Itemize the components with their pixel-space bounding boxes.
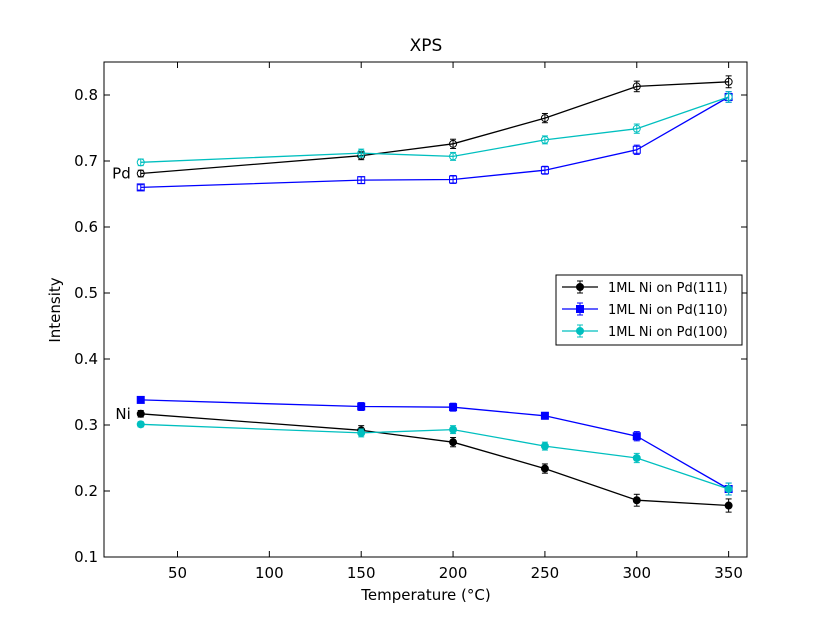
data-point: [136, 169, 145, 178]
plot-area: [136, 75, 733, 513]
data-point: [136, 420, 145, 429]
x-tick-label: 300: [622, 564, 651, 582]
y-tick-label: 0.7: [74, 152, 98, 170]
data-point: [632, 496, 641, 505]
x-tick-label: 150: [347, 564, 376, 582]
y-tick-label: 0.4: [74, 350, 98, 368]
legend-marker: [576, 305, 584, 313]
data-point: [540, 135, 549, 144]
y-tick-label: 0.3: [74, 416, 98, 434]
x-tick-label: 200: [439, 564, 468, 582]
annotations: Pd Ni: [112, 165, 131, 423]
data-point: [724, 92, 733, 101]
data-point: [632, 432, 641, 441]
data-point: [632, 454, 641, 462]
data-point: [357, 428, 366, 437]
data-point: [540, 442, 549, 451]
x-tick-label: 50: [168, 564, 187, 582]
data-point: [136, 395, 145, 404]
data-point: [724, 485, 733, 494]
data-point: [449, 139, 458, 148]
legend-label: 1ML Ni on Pd(111): [608, 281, 728, 296]
data-point: [357, 176, 366, 185]
data-point: [540, 166, 549, 175]
legend-marker: [576, 283, 584, 291]
series-pd: [136, 75, 733, 178]
x-tick-label: 350: [714, 564, 743, 582]
data-point: [540, 464, 549, 473]
series-ni: [136, 409, 733, 513]
data-point: [449, 403, 458, 412]
data-point: [724, 77, 733, 86]
series-line: [140, 399, 729, 490]
legend-marker: [576, 327, 584, 335]
legend-entry: 1ML Ni on Pd(111): [562, 280, 728, 296]
series-line: [140, 423, 729, 490]
data-point: [449, 425, 458, 434]
data-point: [724, 501, 733, 510]
series-line: [140, 96, 729, 189]
data-point: [632, 145, 641, 154]
axis-ticks: 50 100 150 200 250 300 350 0.1 0.2 0.3 0.4 0.5 0.6 0.…: [74, 62, 747, 582]
data-point: [136, 409, 145, 418]
legend-label: 1ML Ni on Pd(110): [608, 303, 728, 318]
data-point: [540, 114, 549, 123]
data-point: [357, 402, 366, 411]
data-point: [449, 152, 458, 161]
data-point: [357, 149, 366, 158]
data-point: [540, 411, 549, 420]
data-point: [136, 158, 145, 167]
legend: 1ML Ni on Pd(111) 1ML Ni on Pd(110) 1ML Ni…: [555, 274, 743, 346]
legend-entry: 1ML Ni on Pd(100): [562, 324, 728, 340]
plot-frame: [103, 61, 748, 558]
legend-label: 1ML Ni on Pd(100): [608, 325, 728, 340]
y-tick-label: 0.5: [74, 284, 98, 302]
y-tick-label: 0.2: [74, 482, 98, 500]
y-tick-label: 0.8: [74, 86, 98, 104]
series-line: [140, 96, 729, 163]
y-tick-label: 0.6: [74, 218, 98, 236]
data-point: [136, 183, 145, 192]
data-point: [449, 175, 458, 184]
series-pd: [136, 91, 733, 192]
series-line: [140, 413, 729, 507]
series-ni: [136, 395, 733, 496]
series-line: [140, 81, 729, 175]
x-tick-label: 250: [531, 564, 560, 582]
data-point: [632, 124, 641, 133]
y-axis-label: Intensity: [46, 277, 64, 342]
annotation-ni: Ni: [115, 405, 130, 423]
x-tick-label: 100: [255, 564, 284, 582]
x-axis-label: Temperature (°C): [360, 586, 490, 604]
chart-title: XPS: [410, 36, 443, 56]
y-tick-label: 0.1: [74, 548, 98, 566]
series-ni: [136, 420, 733, 496]
data-point: [632, 82, 641, 91]
data-point: [449, 438, 458, 447]
legend-entry: 1ML Ni on Pd(110): [562, 302, 728, 318]
series-pd: [136, 91, 733, 167]
annotation-pd: Pd: [112, 165, 131, 183]
